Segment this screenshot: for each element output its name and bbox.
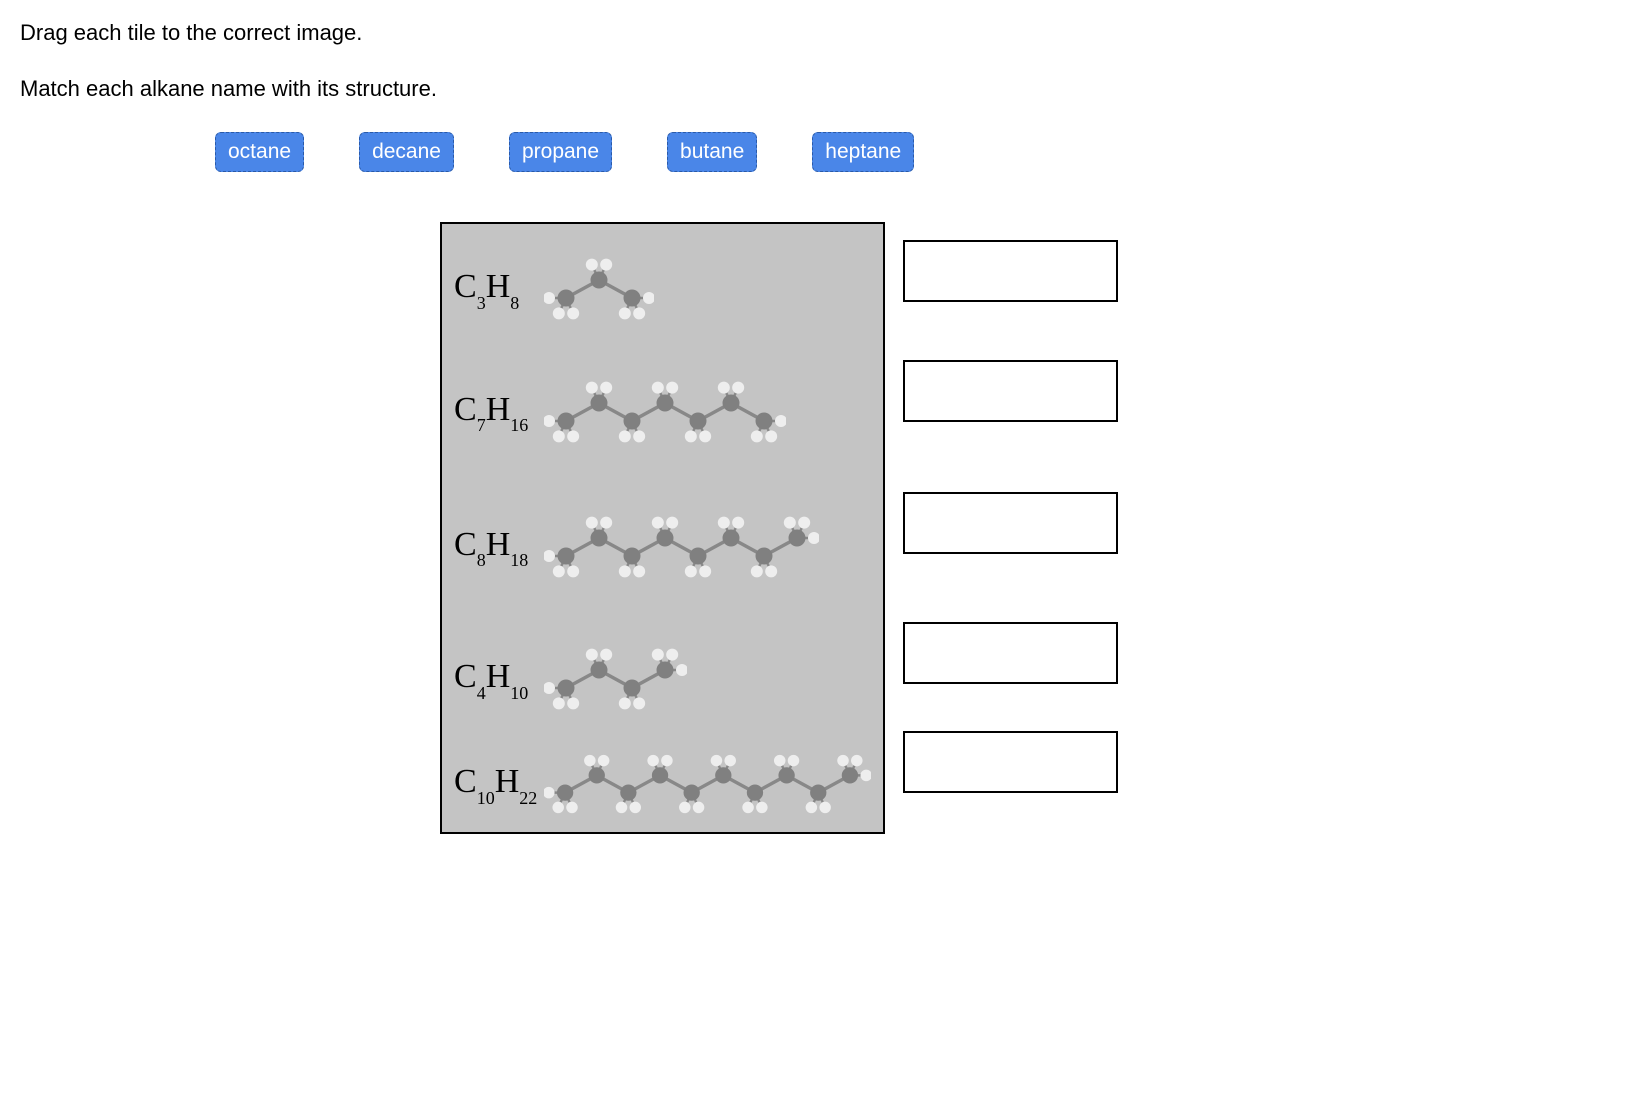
dropzone-3[interactable] xyxy=(903,492,1118,554)
formula-c4h10: C4H10 xyxy=(454,658,534,700)
molecule-row-c10h22: C10H22 xyxy=(454,734,871,834)
dropzone-4[interactable] xyxy=(903,622,1118,684)
molecule-row-c7h16: C7H16 xyxy=(454,354,871,469)
dropzone-5[interactable] xyxy=(903,731,1118,793)
molecule-row-c8h18: C8H18 xyxy=(454,489,871,604)
formula-c8h18: C8H18 xyxy=(454,526,534,568)
formula-c10h22: C10H22 xyxy=(454,763,534,805)
tile-butane[interactable]: butane xyxy=(667,132,757,172)
instruction-line-1: Drag each tile to the correct image. xyxy=(20,20,1616,46)
tiles-container: octane decane propane butane heptane xyxy=(215,132,1616,172)
diagram-panel: C3H8 C7H16 C8H18 C4H10 C10H22 xyxy=(440,222,885,834)
formula-c7h16: C7H16 xyxy=(454,391,534,433)
molecule-row-c4h10: C4H10 xyxy=(454,629,871,729)
tile-decane[interactable]: decane xyxy=(359,132,454,172)
structure-c8h18 xyxy=(544,512,819,582)
structure-c7h16 xyxy=(544,377,786,447)
structure-c10h22 xyxy=(544,749,871,819)
instruction-line-2: Match each alkane name with its structur… xyxy=(20,76,1616,102)
molecule-row-c3h8: C3H8 xyxy=(454,239,871,339)
tile-heptane[interactable]: heptane xyxy=(812,132,914,172)
match-area: C3H8 C7H16 C8H18 C4H10 C10H22 xyxy=(440,222,1616,834)
dropzones-container xyxy=(903,222,1118,834)
structure-c3h8 xyxy=(544,254,654,324)
tile-octane[interactable]: octane xyxy=(215,132,304,172)
tile-propane[interactable]: propane xyxy=(509,132,612,172)
dropzone-1[interactable] xyxy=(903,240,1118,302)
structure-c4h10 xyxy=(544,644,687,714)
dropzone-2[interactable] xyxy=(903,360,1118,422)
formula-c3h8: C3H8 xyxy=(454,268,534,310)
